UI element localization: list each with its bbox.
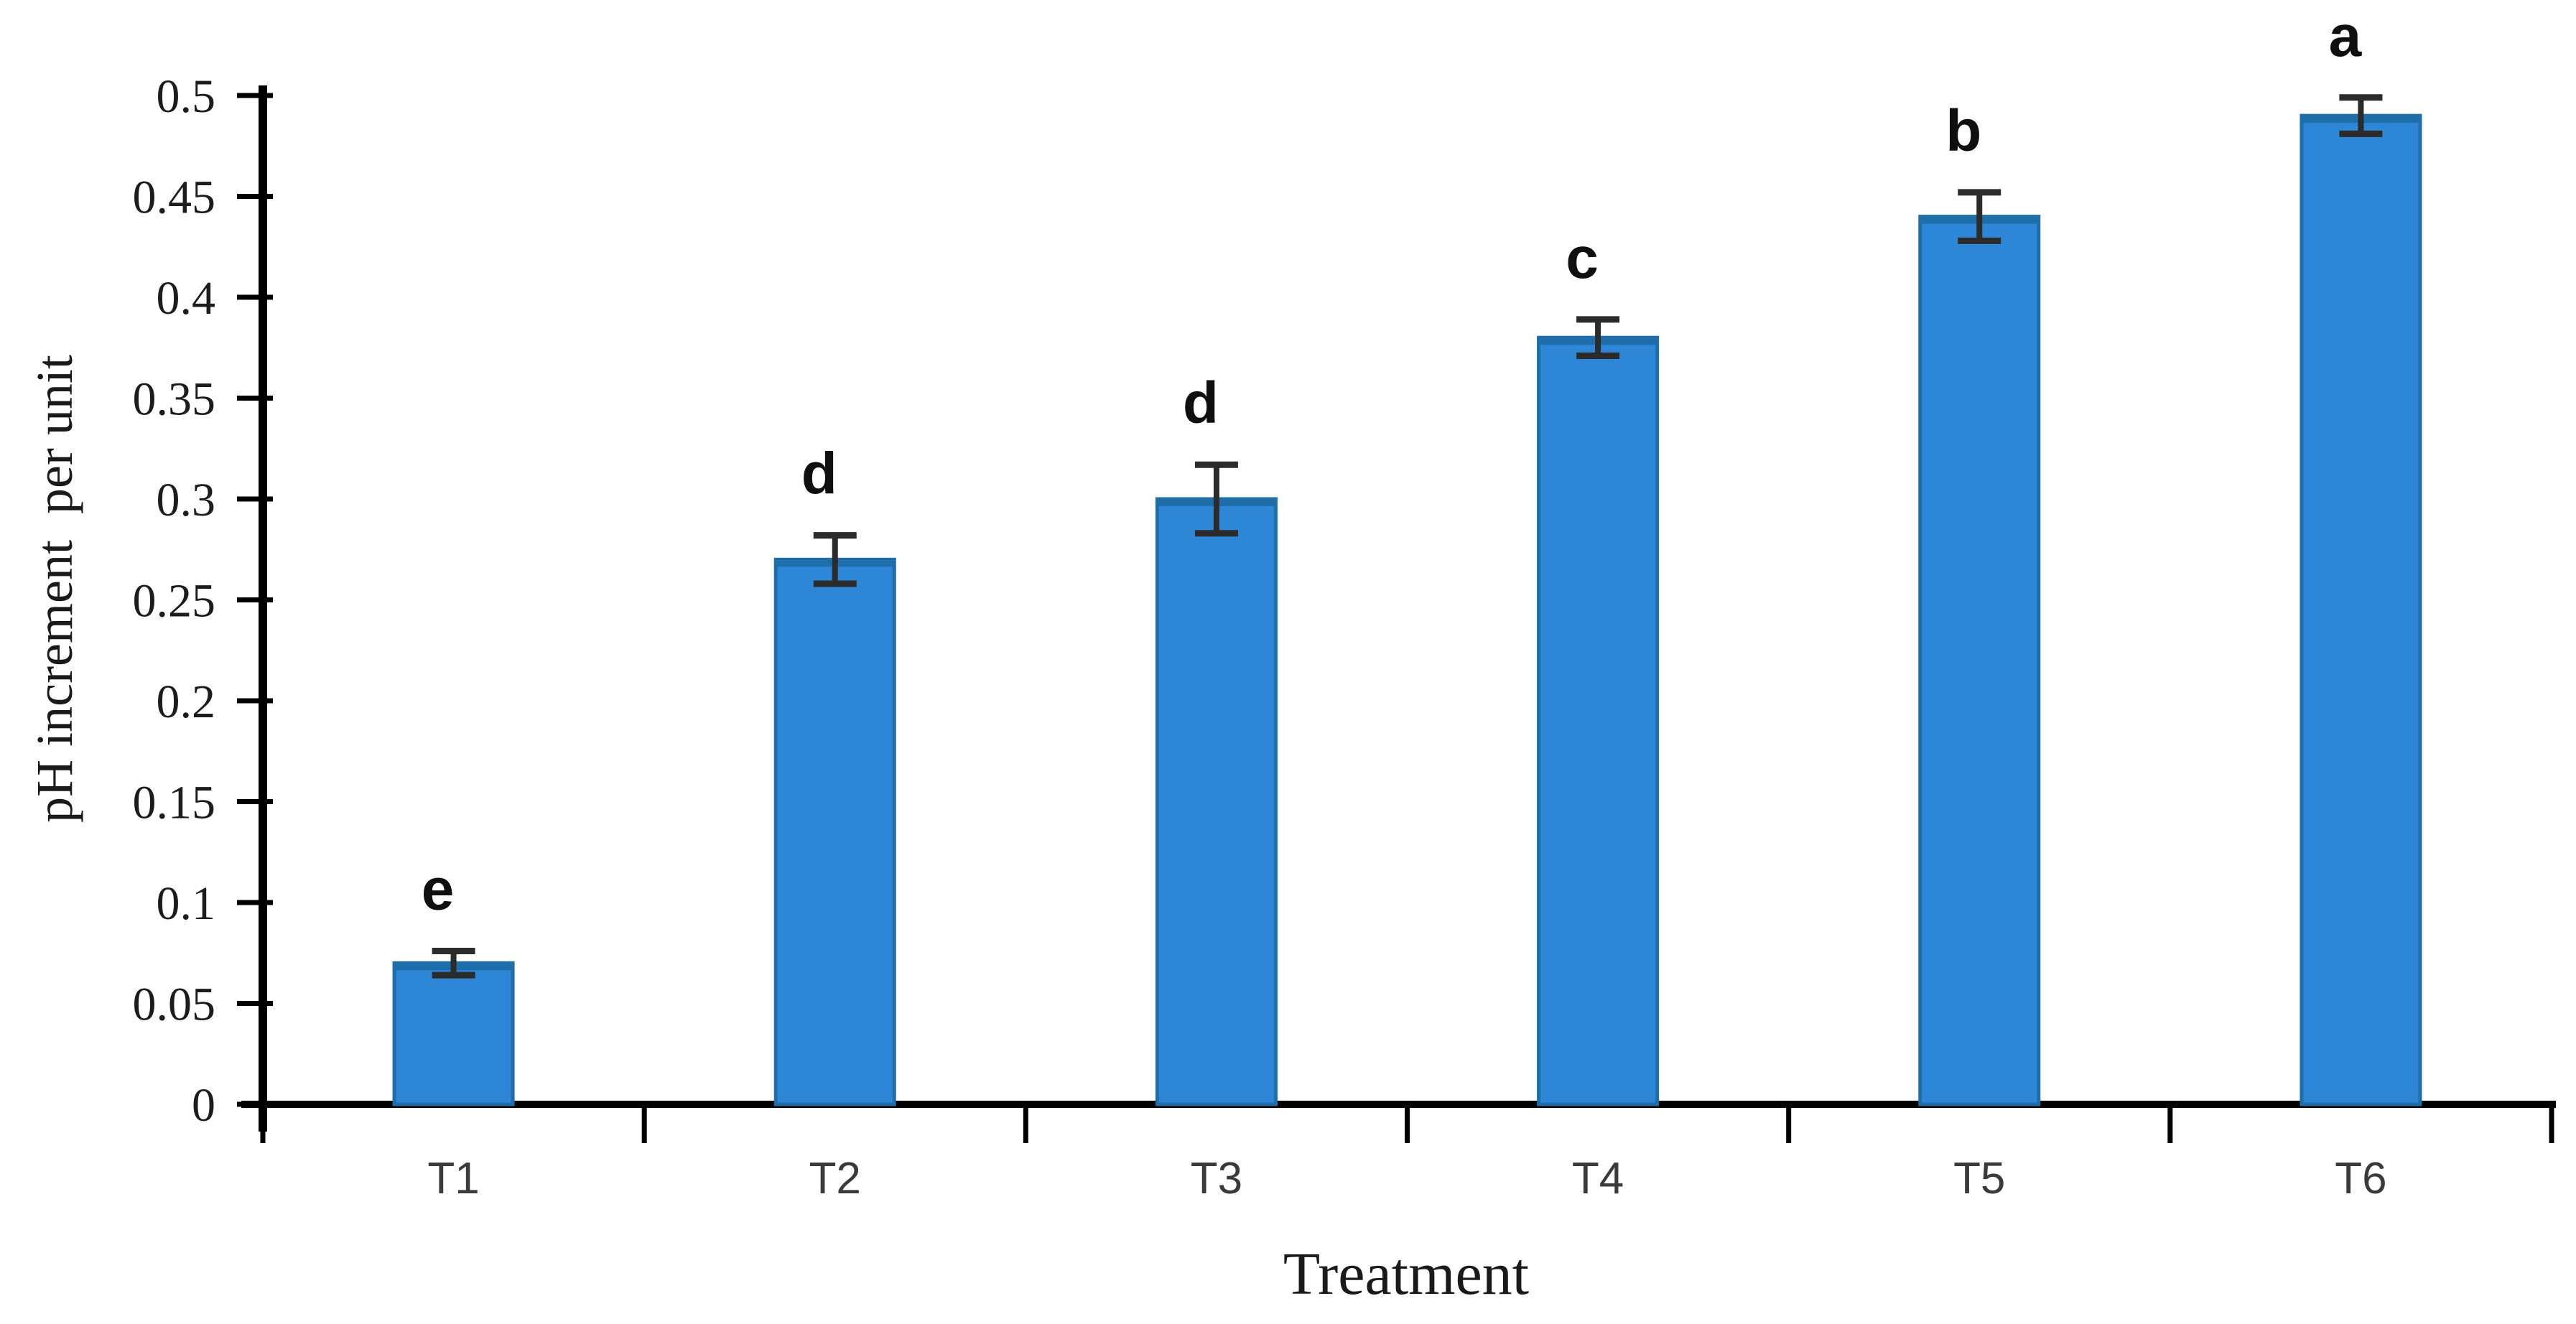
bar-T6	[2300, 113, 2422, 1106]
y-axis: 0 0.05 0.1 0.15 0.2 0.25 0.3 0.35 0.4 0.45 0.5	[133, 70, 273, 1132]
x-tick-label-T3: T3	[1191, 1154, 1242, 1203]
bar-T3	[1155, 497, 1278, 1106]
sig-letter-b-T5: b	[1945, 98, 1981, 164]
bar-T5	[1918, 215, 2041, 1106]
sig-letter-d-T3: d	[1183, 370, 1219, 436]
error-bars	[432, 94, 2383, 979]
y-tick-label: 0.25	[133, 575, 216, 628]
y-tick-label: 0.45	[133, 172, 216, 224]
x-tick-label-T4: T4	[1572, 1154, 1624, 1203]
y-tick-label: 0.35	[133, 373, 216, 426]
y-tick-label: 0.3	[157, 474, 216, 526]
y-tick-label: 0.4	[157, 272, 216, 325]
bars	[392, 113, 2422, 1106]
y-tick-label: 0.2	[157, 676, 216, 728]
x-axis-title: Treatment	[1283, 1241, 1529, 1307]
sig-letter-d-T2: d	[801, 442, 837, 507]
sig-letter-c-T4: c	[1566, 225, 1599, 291]
bar-T1	[392, 961, 515, 1106]
sig-letter-e-T1: e	[422, 857, 455, 922]
y-axis-title: pH increment per unit	[26, 355, 83, 823]
x-axis: T1 T2 T3 T4 T5 T6	[241, 1101, 2556, 1203]
x-tick-label-T6: T6	[2335, 1154, 2386, 1203]
x-tick-label-T5: T5	[1953, 1154, 2005, 1203]
bar-T4	[1537, 335, 1660, 1106]
y-tick-label: 0.15	[133, 777, 216, 829]
x-tick-label-T2: T2	[809, 1154, 861, 1203]
sig-letter-a-T6: a	[2329, 4, 2363, 69]
significance-letters: e d d c b a	[422, 4, 2363, 923]
bar-T2	[773, 557, 896, 1106]
y-tick-label: 0.05	[133, 979, 216, 1031]
y-tick-label: 0	[192, 1079, 215, 1132]
y-tick-label: 0.5	[157, 70, 216, 123]
x-tick-label-T1: T1	[427, 1154, 479, 1203]
y-tick-label: 0.1	[157, 877, 216, 930]
